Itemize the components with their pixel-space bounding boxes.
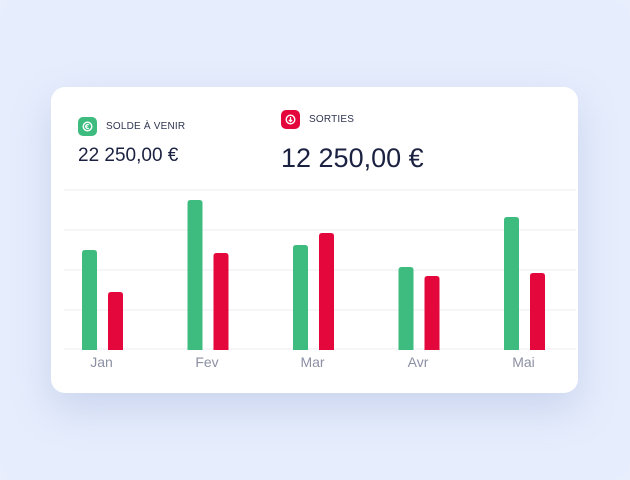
bar-avr-series-0 <box>398 267 414 350</box>
x-tick-label: Avr <box>408 354 429 370</box>
bar-fev-series-0 <box>187 200 203 350</box>
arrow-down-circle-icon <box>281 110 300 129</box>
bar-avr-series-1 <box>424 276 440 350</box>
outgoing-kpi: SORTIES 12 250,00 € <box>281 110 424 174</box>
outgoing-label: SORTIES <box>309 114 355 125</box>
bar-jan-series-1 <box>108 292 123 350</box>
bar-mar-series-0 <box>293 245 308 350</box>
x-tick-label: Fev <box>195 354 218 370</box>
balance-card: SOLDE À VENIR 22 250,00 € SORTIES 12 250… <box>51 87 578 393</box>
euro-circle-icon <box>78 117 97 136</box>
bar-mai-series-1 <box>530 273 545 350</box>
upcoming-balance-kpi: SOLDE À VENIR 22 250,00 € <box>78 117 185 167</box>
x-tick-label: Mai <box>512 354 535 370</box>
upcoming-balance-value: 22 250,00 € <box>78 145 179 166</box>
bar-mar-series-1 <box>319 233 334 350</box>
bar-jan-series-0 <box>82 250 97 350</box>
x-tick-label: Jan <box>90 354 113 370</box>
bar-fev-series-1 <box>213 253 229 350</box>
outgoing-value: 12 250,00 € <box>281 143 424 173</box>
upcoming-balance-label: SOLDE À VENIR <box>106 121 186 132</box>
bar-mai-series-0 <box>504 217 519 350</box>
x-tick-label: Mar <box>300 354 324 370</box>
monthly-bar-chart: Jan Fev Mar Avr Mai <box>64 189 576 370</box>
